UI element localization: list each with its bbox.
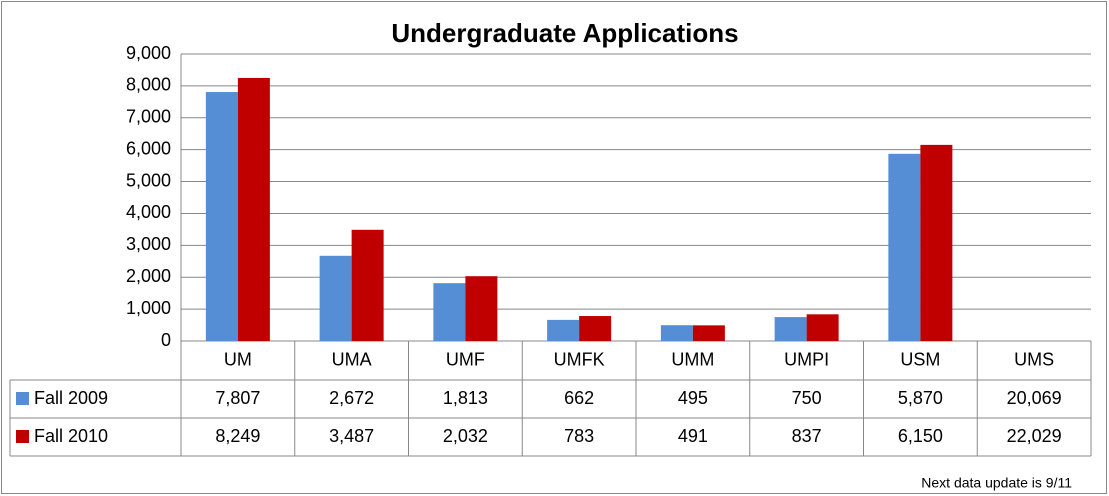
x-tick-label: UMM xyxy=(671,349,714,369)
legend-label: Fall 2010 xyxy=(34,426,108,446)
table-value: 20,069 xyxy=(1007,388,1062,408)
table-value: 837 xyxy=(792,426,822,446)
bar xyxy=(547,319,580,341)
x-tick-label: UMA xyxy=(332,349,372,369)
y-tick-label: 6,000 xyxy=(126,138,171,158)
table-value: 783 xyxy=(564,426,594,446)
chart-title: Undergraduate Applications xyxy=(391,18,738,48)
y-tick-label: 5,000 xyxy=(126,170,171,190)
y-tick-label: 8,000 xyxy=(126,75,171,95)
bar xyxy=(806,314,839,341)
legend-swatch xyxy=(16,392,29,405)
x-tick-label: UMF xyxy=(446,349,485,369)
table-value: 662 xyxy=(564,388,594,408)
table-value: 5,870 xyxy=(898,388,943,408)
x-tick-label: UMS xyxy=(1014,349,1054,369)
table-value: 491 xyxy=(678,426,708,446)
y-tick-label: 0 xyxy=(161,330,171,350)
annotation: Next data update is 9/11 xyxy=(921,475,1072,491)
x-tick-label: UM xyxy=(224,349,252,369)
bar xyxy=(692,325,725,341)
table-value: 7,807 xyxy=(215,388,260,408)
table-value: 2,672 xyxy=(329,388,374,408)
y-tick-label: 9,000 xyxy=(126,43,171,63)
table-value: 6,150 xyxy=(898,426,943,446)
y-tick-label: 4,000 xyxy=(126,202,171,222)
y-tick-label: 1,000 xyxy=(126,298,171,318)
legend-label: Fall 2009 xyxy=(34,388,108,408)
bar xyxy=(433,283,466,341)
table-value: 3,487 xyxy=(329,426,374,446)
y-tick-label: 3,000 xyxy=(126,234,171,254)
table-value: 1,813 xyxy=(443,388,488,408)
bar xyxy=(351,229,384,341)
y-tick-label: 7,000 xyxy=(126,107,171,127)
bar xyxy=(660,325,693,341)
legend-swatch xyxy=(16,430,29,443)
table-value: 22,029 xyxy=(1007,426,1062,446)
bar xyxy=(237,77,270,342)
x-tick-label: USM xyxy=(900,349,940,369)
bar xyxy=(205,92,238,341)
bar xyxy=(465,276,498,341)
bar xyxy=(888,153,921,341)
x-tick-label: UMPI xyxy=(784,349,829,369)
table-value: 750 xyxy=(792,388,822,408)
table-value: 495 xyxy=(678,388,708,408)
y-tick-label: 2,000 xyxy=(126,266,171,286)
bar xyxy=(920,144,953,341)
table-value: 8,249 xyxy=(215,426,260,446)
bar xyxy=(774,317,807,341)
bar xyxy=(579,316,612,341)
table-value: 2,032 xyxy=(443,426,488,446)
x-tick-label: UMFK xyxy=(554,349,605,369)
bar xyxy=(319,255,352,341)
